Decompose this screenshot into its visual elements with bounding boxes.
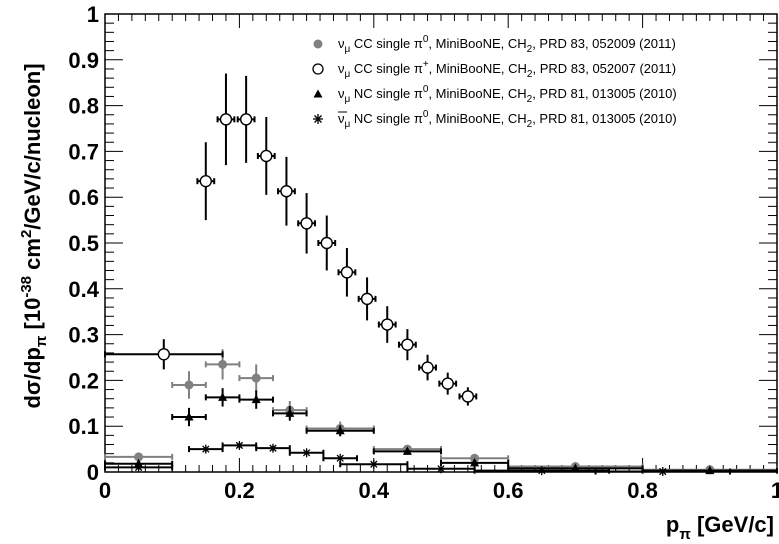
legend-label-cc-pi0: νμ CC single π0, MiniBooNE, CH2, PRD 83,… xyxy=(338,34,676,55)
y-tick-label: 1 xyxy=(87,2,99,27)
data-point xyxy=(157,348,171,361)
data-point xyxy=(260,149,273,163)
legend-label-nc-pi0: νμ NC single π0, MiniBooNE, CH2, PRD 81,… xyxy=(338,84,677,105)
data-point xyxy=(300,217,313,230)
series-3 xyxy=(104,440,731,477)
data-point xyxy=(201,444,211,454)
series-2 xyxy=(104,388,778,475)
data-point xyxy=(436,464,446,474)
data-point xyxy=(335,425,345,435)
y-tick-label: 0.4 xyxy=(68,277,99,302)
legend-marker-cc-piplus xyxy=(312,63,324,75)
legend: νμ CC single π0, MiniBooNE, CH2, PRD 83,… xyxy=(312,34,677,130)
series-1 xyxy=(104,73,478,406)
data-point xyxy=(251,394,261,404)
y-tick-label: 0.7 xyxy=(68,139,99,164)
legend-marker-nc-pi0-antinu xyxy=(313,114,323,124)
data-point xyxy=(302,448,312,458)
data-point xyxy=(199,174,213,188)
data-point xyxy=(134,452,144,462)
y-tick-label: 0.1 xyxy=(68,414,99,439)
data-point xyxy=(134,462,144,472)
y-tick-label: 0 xyxy=(87,460,99,485)
data-point xyxy=(234,440,244,450)
data-point xyxy=(402,446,412,455)
y-tick-label: 0.3 xyxy=(68,323,99,348)
data-point xyxy=(658,467,668,477)
y-tick-label: 0.5 xyxy=(68,231,99,256)
x-axis-title: pπ [GeV/c] xyxy=(666,512,774,543)
data-point xyxy=(421,361,434,374)
data-point xyxy=(184,412,194,421)
x-tick-label: 0.4 xyxy=(359,478,390,503)
legend-label-nc-pi0-antinu: νμ NC single π0, MiniBooNE, CH2, PRD 81,… xyxy=(338,109,677,130)
data-point xyxy=(218,359,228,369)
axis-ticks: 0 0.2 0.4 0.6 0.8 1 0 0.1 0.2 0.3 0.4 0.5 0.6 0.7 0.8 0… xyxy=(68,2,779,503)
x-tick-label: 0.6 xyxy=(493,478,524,503)
data-point xyxy=(381,318,394,331)
y-tick-label: 0.6 xyxy=(68,185,99,210)
data-point xyxy=(320,236,333,250)
data-point xyxy=(251,373,261,383)
data-point xyxy=(218,392,228,401)
x-tick-label: 0 xyxy=(99,478,111,503)
data-point xyxy=(461,390,475,403)
data-point xyxy=(340,266,354,279)
legend-marker-cc-pi0 xyxy=(313,39,323,49)
data-point xyxy=(239,113,253,126)
data-point xyxy=(285,408,295,417)
y-axis-title: dσ/dpπ [10-38 cm2/GeV/c/nucleon] xyxy=(18,63,50,408)
data-point xyxy=(280,185,293,198)
y-tick-label: 0.2 xyxy=(68,368,99,393)
y-tick-label: 0.9 xyxy=(68,48,99,73)
legend-marker-nc-pi0 xyxy=(313,89,323,98)
data-point xyxy=(441,377,454,390)
data-point xyxy=(401,338,414,351)
data-point xyxy=(369,459,379,469)
data-point xyxy=(537,466,547,476)
data-point xyxy=(219,113,233,126)
data-point xyxy=(470,457,480,467)
data-point xyxy=(184,380,194,390)
legend-label-cc-piplus: νμ CC single π+, MiniBooNE, CH2, PRD 83,… xyxy=(338,59,676,80)
x-tick-label: 1 xyxy=(771,478,779,503)
y-tick-label: 0.8 xyxy=(68,94,99,119)
x-tick-label: 0.8 xyxy=(627,478,658,503)
data-point xyxy=(360,292,374,306)
series-layer xyxy=(104,73,778,477)
x-tick-label: 0.2 xyxy=(224,478,255,503)
series-0 xyxy=(104,349,778,475)
plot-frame xyxy=(104,13,778,473)
data-point xyxy=(268,443,278,453)
